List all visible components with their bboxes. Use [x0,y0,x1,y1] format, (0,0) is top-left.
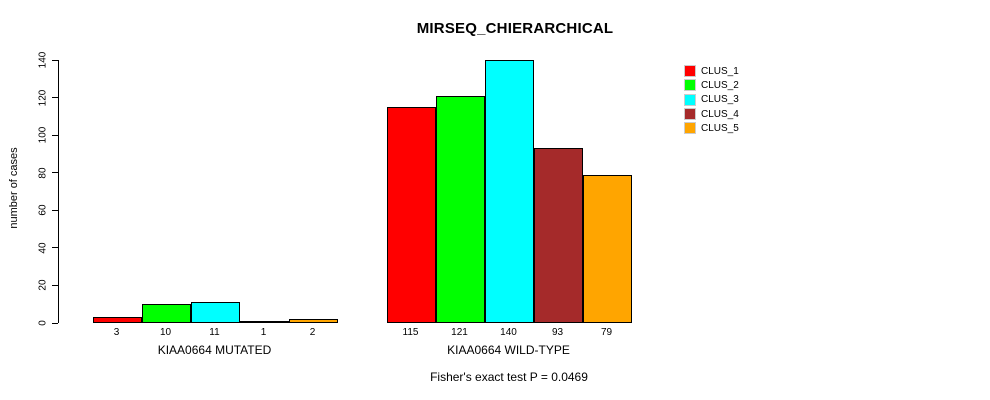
legend-label: CLUS_3 [701,94,739,106]
legend-label: CLUS_2 [701,79,739,91]
y-tick [52,322,58,324]
y-tick-label: 40 [37,242,49,254]
y-tick-label: 100 [37,126,49,144]
bar-clus_4 [240,321,289,323]
y-tick [52,172,58,174]
bar-value-label: 93 [551,327,564,338]
legend-item: CLUS_2 [684,78,739,92]
legend-item: CLUS_3 [684,93,739,107]
x-group-label: KIAA0664 WILD-TYPE [447,343,570,357]
bar-value-label: 121 [451,327,468,338]
bar-clus_2 [436,95,485,323]
legend-color-swatch [684,122,696,135]
bar-clus_4 [534,148,583,323]
bar-value-label: 3 [113,327,120,338]
y-tick-label: 80 [37,167,49,179]
legend-color-swatch [684,79,696,92]
y-tick-label: 60 [37,204,49,216]
bar-clus_1 [387,106,436,323]
x-group-label: KIAA0664 MUTATED [157,343,272,357]
legend-color-swatch [684,108,696,121]
bar-clus_5 [289,319,338,323]
bar-clus_5 [583,174,632,323]
y-tick [52,247,58,249]
legend-item: CLUS_1 [684,64,739,78]
legend: CLUS_1 CLUS_2 CLUS_3 CLUS_4 CLUS_5 [684,64,739,135]
bar-clus_3 [191,302,240,323]
chart-title: MIRSEQ_CHIERARCHICAL [416,20,614,37]
bar-value-label: 11 [209,327,220,338]
legend-label: CLUS_4 [701,108,739,120]
y-tick [52,134,58,136]
legend-color-swatch [684,93,696,106]
y-tick [52,59,58,61]
legend-label: CLUS_5 [701,122,739,134]
y-tick-label: 20 [37,279,49,291]
legend-item: CLUS_5 [684,121,739,135]
bar-clus_1 [93,317,142,323]
plot-area: 0 20 40 60 80 100 120 140 [38,52,639,326]
bar-value-label: 1 [260,327,267,338]
y-tick-label: 120 [37,89,49,106]
y-tick [52,284,58,286]
legend-color-swatch [684,65,696,78]
y-tick-label: 140 [37,51,49,69]
y-tick [52,97,58,99]
annotation-text: Fisher's exact test P = 0.0469 [430,370,588,384]
bar-value-label: 140 [500,327,517,338]
bar-value-label: 2 [309,327,316,338]
bar-value-label: 79 [600,327,613,338]
bar-value-label: 10 [159,327,172,338]
bar-clus_3 [485,60,534,323]
legend-item: CLUS_4 [684,107,739,121]
y-tick [52,209,58,211]
legend-label: CLUS_1 [701,65,739,77]
y-axis-label: number of cases [8,147,20,229]
y-tick-label: 0 [37,320,49,326]
bar-clus_2 [142,304,191,323]
bar-value-label: 115 [402,327,419,338]
